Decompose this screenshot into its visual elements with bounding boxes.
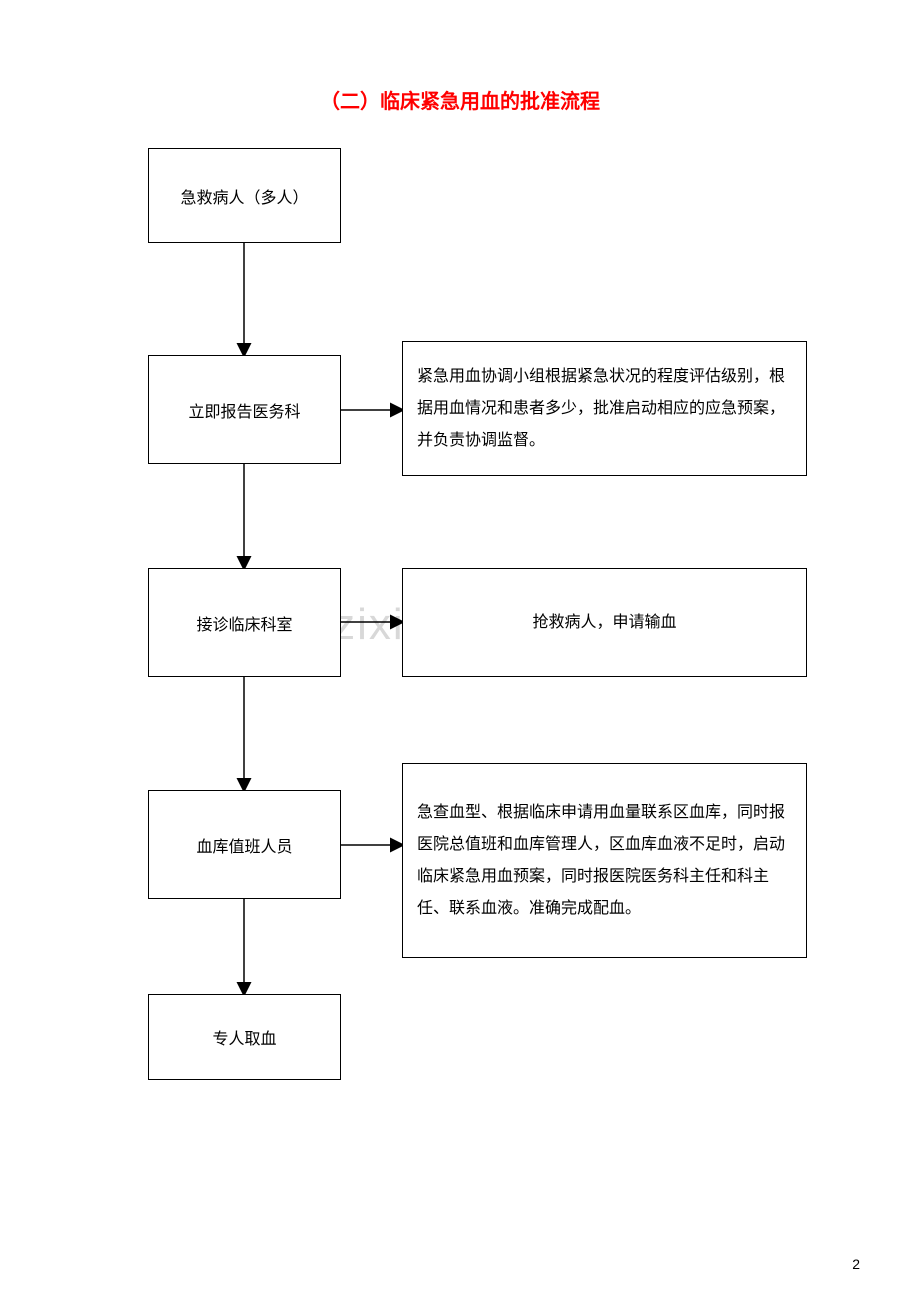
flowchart-desc-clinical: 抢救病人，申请输血 <box>402 568 807 677</box>
page-title: （二）临床紧急用血的批准流程 <box>0 85 920 114</box>
desc-text: 抢救病人，申请输血 <box>532 607 676 639</box>
node-label: 血库值班人员 <box>196 833 292 857</box>
node-label: 专人取血 <box>212 1025 276 1049</box>
desc-text: 急查血型、根据临床申请用血量联系区血库，同时报医院总值班和血库管理人，区血库血液… <box>417 797 792 925</box>
flowchart-desc-bloodbank: 急查血型、根据临床申请用血量联系区血库，同时报医院总值班和血库管理人，区血库血液… <box>402 763 807 958</box>
desc-text: 紧急用血协调小组根据紧急状况的程度评估级别，根据用血情况和患者多少，批准启动相应… <box>417 361 792 457</box>
node-label: 急救病人（多人） <box>180 184 308 208</box>
page-number: 2 <box>852 1256 860 1272</box>
flowchart-node-bloodbank: 血库值班人员 <box>148 790 341 899</box>
flowchart-node-clinical: 接诊临床科室 <box>148 568 341 677</box>
flowchart-node-collect: 专人取血 <box>148 994 341 1080</box>
node-label: 接诊临床科室 <box>196 611 292 635</box>
flowchart-node-patients: 急救病人（多人） <box>148 148 341 243</box>
node-label: 立即报告医务科 <box>188 398 300 422</box>
flowchart-desc-report: 紧急用血协调小组根据紧急状况的程度评估级别，根据用血情况和患者多少，批准启动相应… <box>402 341 807 476</box>
flowchart-node-report: 立即报告医务科 <box>148 355 341 464</box>
